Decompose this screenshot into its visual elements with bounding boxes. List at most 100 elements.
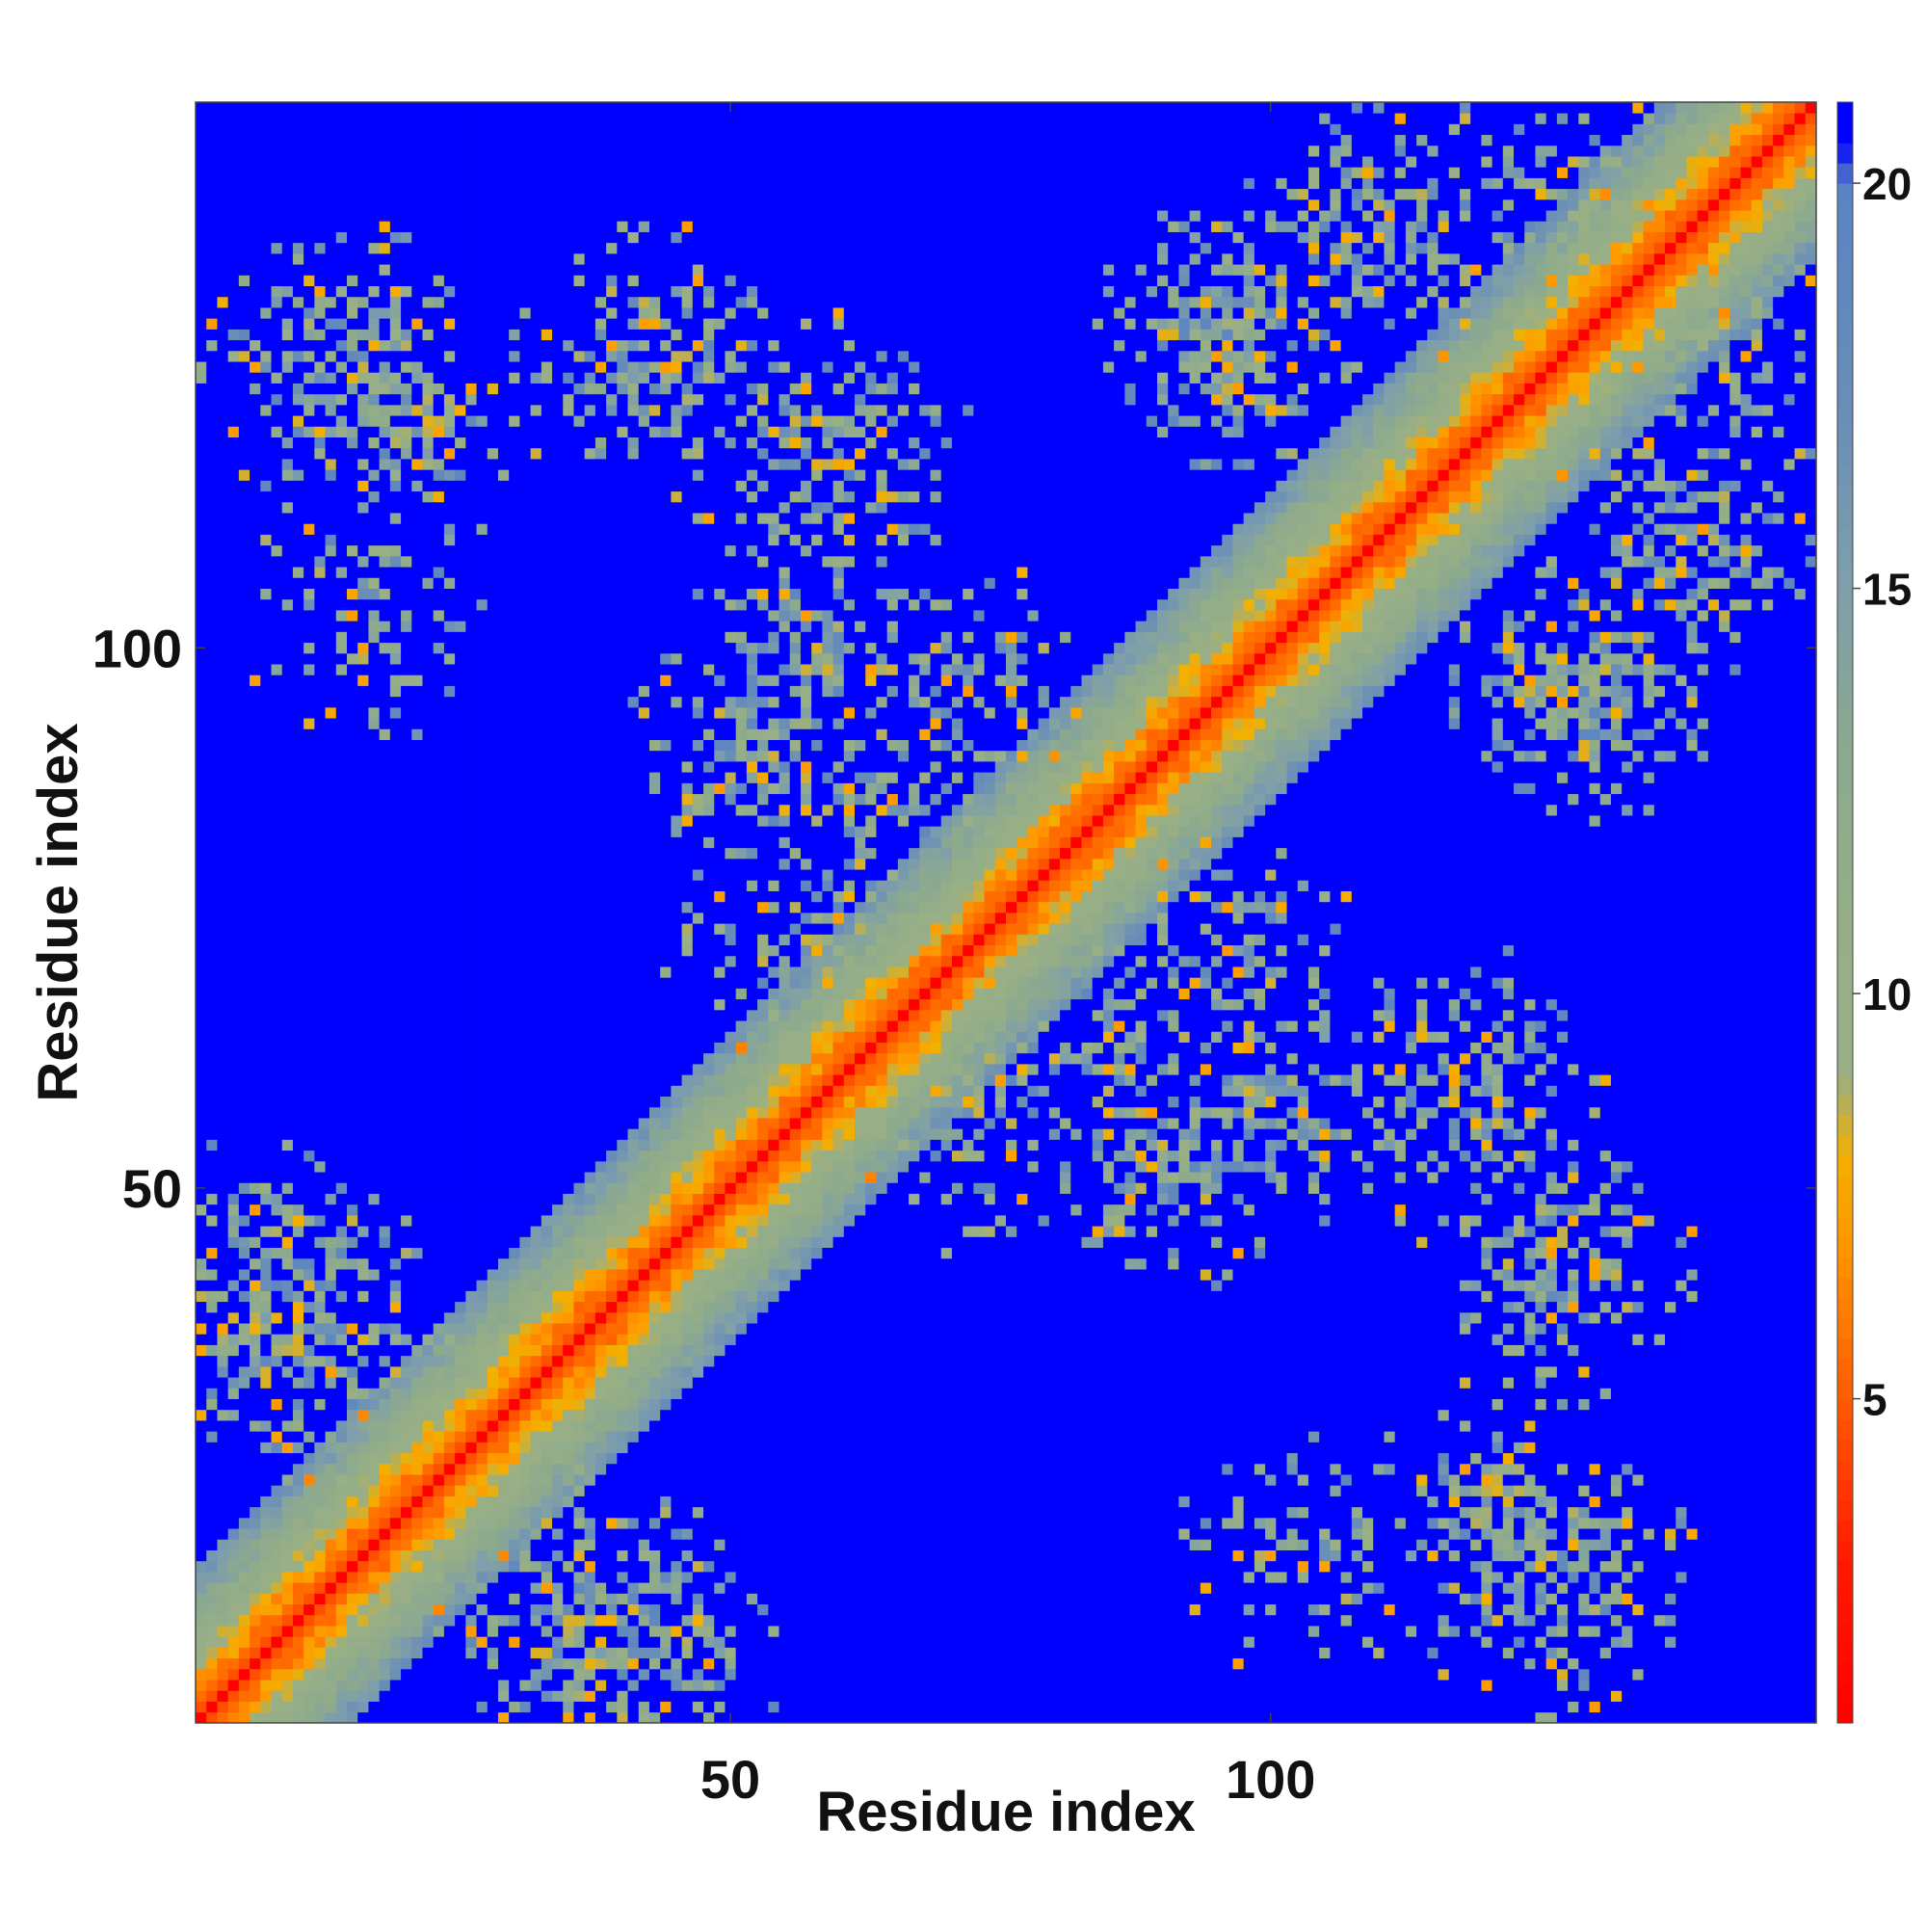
heatmap-cell <box>336 1669 348 1681</box>
heatmap-cell <box>336 1539 348 1550</box>
heatmap-cell <box>380 1442 391 1453</box>
heatmap-cell <box>250 1528 261 1540</box>
heatmap-cell <box>250 934 261 945</box>
heatmap-cell <box>465 1020 477 1032</box>
heatmap-cell <box>434 1550 445 1562</box>
heatmap-cell <box>390 1712 402 1724</box>
heatmap-cell <box>196 1031 207 1043</box>
heatmap-cell <box>401 923 412 935</box>
heatmap-cell <box>455 923 466 935</box>
heatmap-cell <box>196 437 207 449</box>
heatmap-cell <box>326 794 337 806</box>
heatmap-cell <box>271 707 282 719</box>
heatmap-cell <box>314 384 326 395</box>
heatmap-cell <box>293 394 304 406</box>
heatmap-cell <box>206 513 218 524</box>
heatmap-cell <box>465 405 477 416</box>
heatmap-cell <box>217 1496 228 1508</box>
heatmap-cell <box>422 988 434 999</box>
heatmap-cell <box>411 340 423 352</box>
heatmap-cell <box>455 1280 466 1291</box>
heatmap-cell <box>380 643 391 654</box>
heatmap-cell <box>357 135 369 146</box>
heatmap-cell <box>347 1172 358 1183</box>
heatmap-cell <box>304 577 315 589</box>
heatmap-cell <box>282 177 294 189</box>
heatmap-cell <box>250 1280 261 1291</box>
heatmap-cell <box>401 1139 412 1151</box>
heatmap-cell <box>422 1031 434 1043</box>
heatmap-cell <box>293 999 304 1011</box>
heatmap-cell <box>347 156 358 168</box>
heatmap-cell <box>250 156 261 168</box>
heatmap-cell <box>239 459 251 470</box>
heatmap-cell <box>465 675 477 686</box>
heatmap-cell <box>206 1539 218 1550</box>
heatmap-cell <box>239 189 251 200</box>
heatmap-cell <box>434 848 445 860</box>
heatmap-cell <box>380 361 391 373</box>
heatmap-cell <box>368 599 380 611</box>
heatmap-cell <box>368 123 380 135</box>
heatmap-cell <box>250 1248 261 1259</box>
heatmap-cell <box>422 1258 434 1270</box>
heatmap-cell <box>282 664 294 675</box>
heatmap-cell <box>455 1528 466 1540</box>
heatmap-cell <box>455 156 466 168</box>
heatmap-cell <box>411 253 423 265</box>
heatmap-cell <box>444 610 456 622</box>
heatmap-cell <box>347 1290 358 1302</box>
heatmap-cell <box>390 1043 402 1054</box>
heatmap-cell <box>390 264 402 276</box>
heatmap-cell <box>477 1615 488 1627</box>
heatmap-cell <box>326 837 337 849</box>
heatmap-cell <box>293 1550 304 1562</box>
heatmap-cell <box>444 1151 456 1162</box>
heatmap-cell <box>304 480 315 491</box>
heatmap-cell <box>455 189 466 200</box>
heatmap-cell <box>465 1010 477 1021</box>
heatmap-cell <box>411 307 423 319</box>
heatmap-cell <box>465 297 477 308</box>
heatmap-cell <box>347 448 358 460</box>
heatmap-cell <box>228 1453 240 1465</box>
heatmap-cell <box>217 1669 228 1681</box>
heatmap-cell <box>336 977 348 989</box>
heatmap-cell <box>380 513 391 524</box>
heatmap-cell <box>217 167 228 178</box>
heatmap-cell <box>444 491 456 503</box>
heatmap-cell <box>271 1258 282 1270</box>
heatmap-cell <box>239 307 251 319</box>
heatmap-cell <box>293 1085 304 1097</box>
heatmap-cell <box>357 1194 369 1205</box>
heatmap-cell <box>217 1366 228 1378</box>
heatmap-cell <box>206 610 218 622</box>
heatmap-cell <box>477 1636 488 1648</box>
heatmap-cell <box>293 459 304 470</box>
heatmap-cell <box>444 761 456 773</box>
heatmap-cell <box>422 1410 434 1421</box>
heatmap-cell <box>304 556 315 568</box>
heatmap-cell <box>239 891 251 903</box>
heatmap-cell <box>336 329 348 340</box>
heatmap-cell <box>368 891 380 903</box>
heatmap-cell <box>314 1388 326 1399</box>
heatmap-cell <box>347 384 358 395</box>
heatmap-cell <box>380 384 391 395</box>
heatmap-cell <box>401 567 412 578</box>
heatmap-cell <box>347 502 358 514</box>
heatmap-cell <box>250 761 261 773</box>
heatmap-cell <box>411 891 423 903</box>
heatmap-cell <box>239 707 251 719</box>
heatmap-cell <box>455 113 466 124</box>
heatmap-cell <box>304 653 315 665</box>
heatmap-cell <box>282 675 294 686</box>
heatmap-cell <box>434 837 445 849</box>
heatmap-cell <box>282 977 294 989</box>
heatmap-cell <box>196 697 207 708</box>
heatmap-cell <box>326 1507 337 1519</box>
heatmap-cell <box>401 135 412 146</box>
heatmap-cell <box>326 177 337 189</box>
heatmap-cell <box>304 286 315 298</box>
heatmap-cell <box>326 1302 337 1313</box>
